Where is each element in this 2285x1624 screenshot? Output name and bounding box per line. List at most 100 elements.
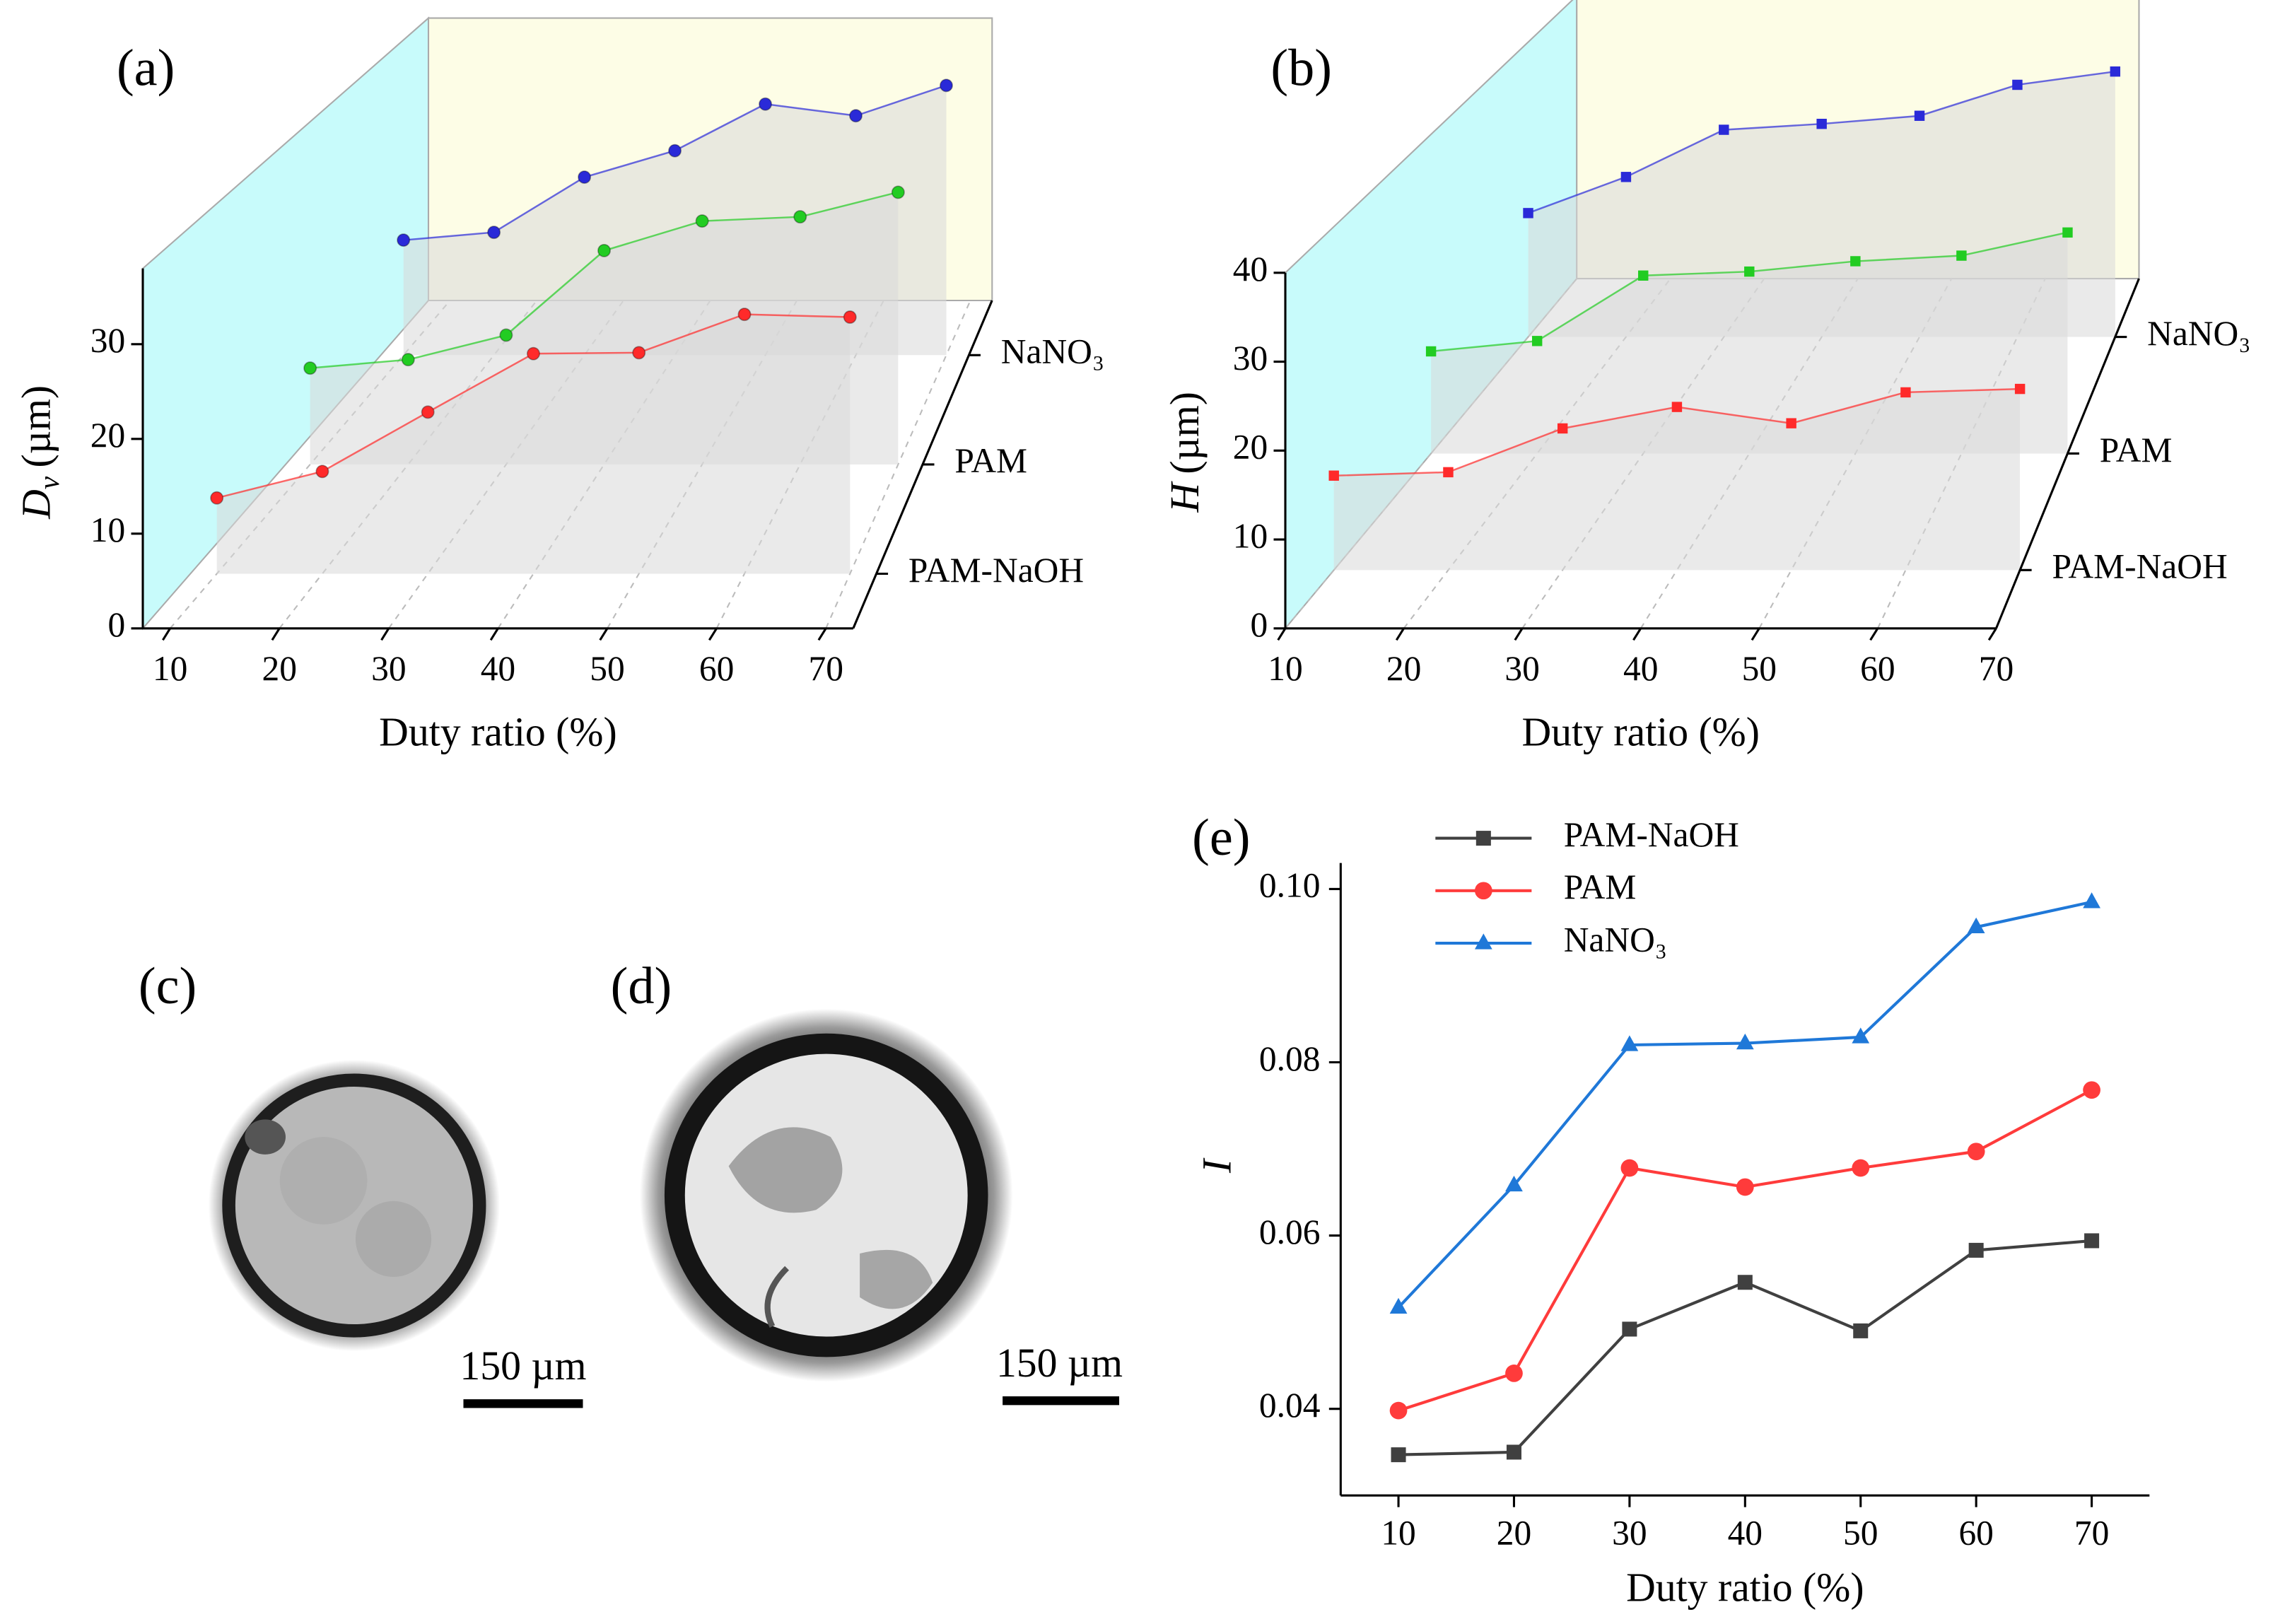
marker	[1853, 1323, 1869, 1338]
y-axis-label-part: (µm)	[15, 385, 59, 468]
marker	[487, 226, 501, 240]
legend-label: PAM-NaOH	[1564, 815, 1739, 854]
marker	[499, 328, 513, 342]
panel-label: (a)	[117, 39, 175, 97]
marker	[303, 361, 317, 375]
marker	[421, 405, 435, 419]
x-tick	[1514, 627, 1524, 641]
x-tick-label: 50	[1843, 1513, 1878, 1552]
marker	[1620, 1035, 1639, 1051]
y-tick-label: 0.06	[1259, 1213, 1321, 1251]
y-tick-label: 0.08	[1259, 1039, 1321, 1078]
y-axis-label-part: D	[15, 489, 59, 520]
x-tick	[1395, 627, 1405, 641]
marker	[2110, 66, 2121, 77]
x-tick-label: 30	[371, 649, 406, 688]
marker	[1557, 423, 1568, 434]
x-tick-label: 60	[699, 649, 734, 688]
x-tick-label: 70	[808, 649, 843, 688]
marker	[210, 491, 224, 505]
y-tick-label: 40	[1233, 250, 1268, 288]
marker	[1850, 256, 1861, 267]
series-line	[1398, 1239, 2092, 1456]
x-tick-label: 70	[1979, 649, 2014, 688]
x-tick-label: 60	[1860, 649, 1895, 688]
panel-label: (b)	[1270, 39, 1332, 97]
marker	[1968, 1242, 1984, 1258]
marker	[737, 308, 752, 322]
scale-bar-label: 150 µm	[996, 1341, 1123, 1386]
x-tick-label: 40	[481, 649, 515, 688]
x-tick	[271, 627, 281, 641]
y-tick-label: 0	[108, 605, 126, 644]
marker	[1786, 418, 1796, 428]
curtain	[1333, 389, 2021, 571]
marker	[939, 78, 953, 93]
x-tick-label: 10	[1381, 1513, 1415, 1552]
x-tick-label: 40	[1728, 1513, 1763, 1552]
depth-tick-label: PAM-NaOH	[2052, 547, 2227, 586]
marker	[1389, 1401, 1408, 1420]
x-axis-label: Duty ratio (%)	[1626, 1566, 1864, 1611]
marker	[578, 170, 592, 185]
depth-tick-label: NaNO₃	[1001, 332, 1104, 371]
marker	[1914, 110, 1925, 121]
marker	[2083, 1081, 2100, 1099]
x-tick	[1869, 627, 1879, 641]
legend-label: NaNO₃	[1564, 920, 1667, 959]
panel-label: (e)	[1192, 809, 1250, 867]
marker	[597, 243, 611, 257]
x-tick-label: 30	[1612, 1513, 1647, 1552]
marker	[1967, 1143, 1985, 1161]
marker	[891, 185, 905, 199]
x-axis-label: Duty ratio (%)	[1521, 711, 1760, 755]
x-tick-label: 20	[1497, 1513, 1531, 1552]
y-tick-label: 10	[1233, 516, 1268, 555]
series-line	[1397, 900, 2093, 1309]
marker	[397, 233, 411, 247]
marker	[2083, 892, 2100, 909]
y-tick-label: 20	[1233, 428, 1268, 467]
x-axis-label: Duty ratio (%)	[379, 711, 617, 755]
marker	[1956, 250, 1967, 261]
curtain	[216, 314, 851, 574]
marker	[1719, 124, 1729, 135]
y-tick-label: 30	[90, 321, 125, 360]
marker	[1852, 1027, 1870, 1044]
x-tick-label: 50	[1742, 649, 1777, 688]
marker	[1852, 1159, 1870, 1177]
panel-label: (d)	[611, 957, 672, 1015]
marker	[1816, 119, 1827, 129]
depth-axis	[852, 300, 993, 629]
marker	[1506, 1444, 1521, 1460]
x-tick	[162, 627, 171, 641]
marker	[1737, 1275, 1753, 1290]
marker	[1531, 336, 1543, 346]
marker	[2012, 79, 2023, 90]
micrograph-c: 150 µm (c)	[139, 957, 587, 1408]
y-tick-label: 0.10	[1259, 866, 1321, 905]
legend-marker	[1474, 882, 1492, 900]
marker	[843, 310, 857, 325]
marker	[695, 214, 709, 228]
depth-tick-label: PAM	[954, 441, 1027, 480]
marker	[1671, 402, 1683, 412]
y-tick-label: 0.04	[1259, 1386, 1321, 1425]
marker	[315, 465, 329, 479]
marker	[1443, 467, 1454, 478]
marker	[668, 144, 682, 158]
y-tick-label: 0	[1251, 605, 1268, 644]
marker	[1736, 1033, 1754, 1050]
marker	[401, 353, 415, 367]
marker	[1736, 1178, 1754, 1196]
micrograph-d: 150 µm (d)	[611, 957, 1123, 1406]
y-axis-label-part: (µm)	[1163, 392, 1208, 474]
x-tick	[1987, 627, 1997, 641]
x-tick-label: 30	[1504, 649, 1539, 688]
legend-label: PAM	[1564, 868, 1637, 906]
marker	[849, 109, 863, 123]
marker	[1900, 387, 1911, 398]
y-axis-label-part: H	[1163, 481, 1208, 513]
x-tick-label: 70	[2074, 1513, 2109, 1552]
